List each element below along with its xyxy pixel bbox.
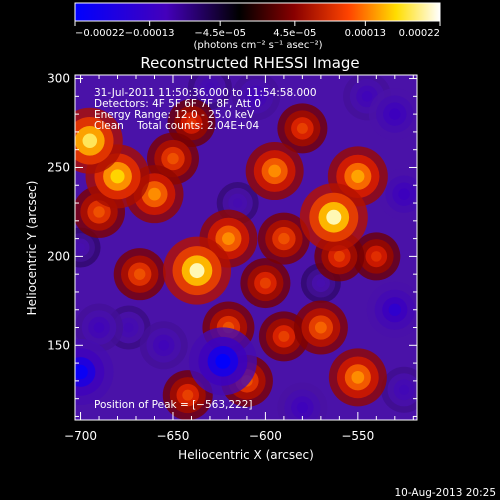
chart-title: Reconstructed RHESSI Image xyxy=(140,54,359,72)
info-annotations: 31-Jul-2011 11:50:36.000 to 11:54:58.000… xyxy=(94,87,317,132)
emission-blob xyxy=(167,152,179,165)
colorbar-ticks: −0.00022 −0.00013 −4.5e−05 4.5e−05 0.00013 0.… xyxy=(74,21,441,39)
emission-blob xyxy=(186,117,197,129)
colorbar-tick-label: −0.00022 xyxy=(75,28,125,39)
colorbar-tick-label: 0.00013 xyxy=(345,28,386,39)
y-tick-label: 300 xyxy=(47,72,70,86)
negative-blob xyxy=(123,322,134,333)
x-tick-label: −600 xyxy=(249,429,282,443)
emission-blob xyxy=(278,232,290,245)
negative-blob xyxy=(205,82,215,93)
emission-blob xyxy=(326,209,342,225)
emission-blob xyxy=(314,321,327,334)
negative-blob xyxy=(316,278,326,288)
emission-blob xyxy=(259,277,271,289)
emission-blob xyxy=(278,330,290,342)
emission-blob xyxy=(351,370,365,384)
negative-blob xyxy=(76,243,85,252)
colorbar: −0.00022 −0.00013 −4.5e−05 4.5e−05 0.00013 0.… xyxy=(74,2,441,51)
negative-blob xyxy=(158,340,170,351)
emission-blob xyxy=(93,206,105,218)
emission-blob xyxy=(371,251,382,262)
colorbar-frame xyxy=(74,2,441,22)
emission-blob xyxy=(351,169,365,183)
negative-blob xyxy=(398,188,410,200)
colorbar-units-label: (photons cm⁻² s⁻¹ asec⁻²) xyxy=(193,40,322,51)
colorbar-tick-label: 0.00022 xyxy=(399,28,440,39)
emission-blob xyxy=(182,389,194,401)
negative-blob xyxy=(398,384,410,395)
negative-blob xyxy=(93,322,105,333)
negative-blob xyxy=(388,303,401,316)
negative-blob xyxy=(215,353,231,369)
colorbar-tick-label: −0.00013 xyxy=(125,28,175,39)
y-tick-label: 250 xyxy=(47,160,70,174)
colorbar-gradient xyxy=(75,3,440,21)
emission-blob xyxy=(268,164,282,178)
annotation-energy-range: Energy Range: 12.0 - 25.0 keV xyxy=(94,109,255,121)
x-tick-label: −650 xyxy=(156,429,189,443)
negative-blob xyxy=(296,402,308,414)
plot-image xyxy=(75,75,417,420)
intensity-map xyxy=(75,75,417,420)
y-tick-label: 200 xyxy=(47,249,70,263)
negative-blob xyxy=(75,364,88,380)
emission-blob xyxy=(333,250,345,262)
negative-blob xyxy=(361,91,373,102)
x-tick-label: −700 xyxy=(64,429,97,443)
emission-blob xyxy=(296,122,308,134)
x-axis-label: Heliocentric X (arcsec) xyxy=(178,448,314,462)
emission-blob xyxy=(189,263,205,279)
annotation-detectors: Detectors: 4F 5F 6F 7F 8F, Att 0 xyxy=(94,98,261,110)
negative-blob xyxy=(233,198,243,208)
x-axis: −700 −650 −600 −550 xyxy=(64,75,414,443)
negative-blob xyxy=(389,108,401,120)
plot-frame xyxy=(74,74,418,421)
footer-timestamp: 10-Aug-2013 20:25 xyxy=(394,487,496,499)
emission-blob xyxy=(133,268,146,280)
emission-blob xyxy=(148,187,161,201)
peak-position-label: Position of Peak = [−563,222] xyxy=(94,399,253,411)
y-axis: 150 200 250 300 xyxy=(47,72,417,417)
colorbar-tick-label: 4.5e−05 xyxy=(273,28,316,39)
emission-blob xyxy=(222,232,235,245)
colorbar-tick-label: −4.5e−05 xyxy=(194,28,246,39)
emission-blob xyxy=(82,133,98,149)
annotation-clean-counts: Clean Total counts: 2.04E+04 xyxy=(94,120,259,132)
y-tick-label: 150 xyxy=(47,338,70,352)
negative-blob xyxy=(250,91,262,102)
annotation-time-range: 31-Jul-2011 11:50:36.000 to 11:54:58.000 xyxy=(94,87,317,99)
emission-blob xyxy=(110,169,125,184)
y-axis-label: Heliocentric Y (arcsec) xyxy=(25,181,39,316)
x-tick-label: −550 xyxy=(341,429,374,443)
